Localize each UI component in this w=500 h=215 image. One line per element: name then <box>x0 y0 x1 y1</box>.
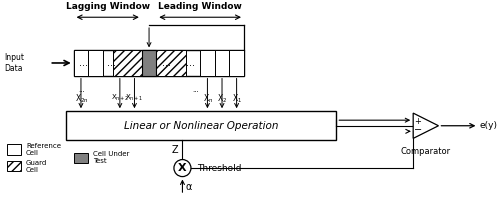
Text: X: X <box>178 163 187 173</box>
Text: $\mathregular{X_{1}}$: $\mathregular{X_{1}}$ <box>232 92 241 104</box>
FancyBboxPatch shape <box>142 50 156 76</box>
Text: Reference
Cell: Reference Cell <box>26 143 61 156</box>
FancyBboxPatch shape <box>74 152 88 163</box>
Text: ...: ... <box>162 58 170 68</box>
Text: $\mathregular{X_{n+1}}$: $\mathregular{X_{n+1}}$ <box>125 93 144 103</box>
Text: +: + <box>414 117 421 126</box>
Text: ...: ... <box>192 87 198 93</box>
Text: $\mathregular{X_{n}}$: $\mathregular{X_{n}}$ <box>203 92 213 104</box>
Text: Guard
Cell: Guard Cell <box>26 160 47 173</box>
FancyBboxPatch shape <box>74 50 88 76</box>
FancyBboxPatch shape <box>112 50 142 76</box>
Text: −: − <box>414 125 422 135</box>
Text: e(y): e(y) <box>480 121 498 130</box>
FancyBboxPatch shape <box>6 144 21 155</box>
Text: Input
Data: Input Data <box>4 53 24 73</box>
FancyBboxPatch shape <box>156 50 186 76</box>
Circle shape <box>174 160 191 177</box>
FancyBboxPatch shape <box>6 161 21 172</box>
FancyBboxPatch shape <box>88 50 103 76</box>
FancyBboxPatch shape <box>66 111 336 140</box>
Text: $\mathregular{X_{2n}}$: $\mathregular{X_{2n}}$ <box>74 92 88 104</box>
Text: $\mathregular{X_{2}}$: $\mathregular{X_{2}}$ <box>217 92 227 104</box>
FancyBboxPatch shape <box>230 50 244 76</box>
FancyBboxPatch shape <box>74 50 244 76</box>
Text: Z: Z <box>172 145 178 155</box>
Polygon shape <box>413 113 438 138</box>
Text: Comparator: Comparator <box>401 147 451 156</box>
FancyBboxPatch shape <box>127 50 142 76</box>
Text: ...: ... <box>78 87 85 93</box>
Text: Threshold: Threshold <box>197 164 242 173</box>
Text: ...: ... <box>186 58 195 68</box>
Text: Linear or Nonlinear Operation: Linear or Nonlinear Operation <box>124 121 278 131</box>
Text: Leading Window: Leading Window <box>158 2 242 11</box>
Text: ...: ... <box>106 58 116 68</box>
Text: α: α <box>186 182 192 192</box>
Text: Cell Under
Test: Cell Under Test <box>93 151 130 164</box>
FancyBboxPatch shape <box>112 50 127 76</box>
FancyBboxPatch shape <box>214 50 230 76</box>
Text: $\mathregular{X_{n+2}}$: $\mathregular{X_{n+2}}$ <box>110 93 129 103</box>
FancyBboxPatch shape <box>200 50 214 76</box>
Text: Lagging Window: Lagging Window <box>66 2 150 11</box>
Text: ...: ... <box>79 58 88 68</box>
